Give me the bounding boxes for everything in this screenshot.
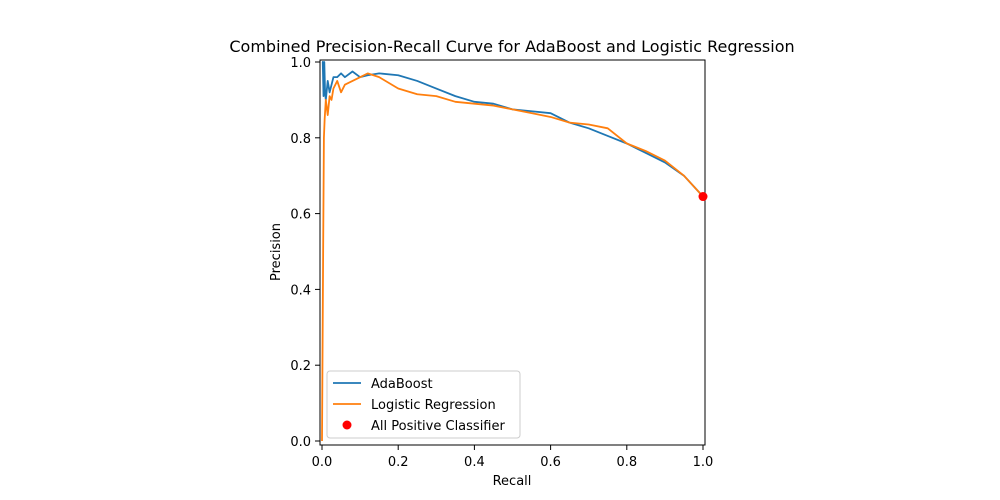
x-axis-label: Recall — [493, 474, 532, 489]
legend-entry-label: Logistic Regression — [371, 398, 496, 413]
y-tick-label: 0.6 — [290, 208, 311, 223]
legend-box — [326, 370, 521, 439]
plot-area-frame — [319, 59, 706, 446]
legend-swatch — [342, 420, 352, 430]
y-tick-label: 0.8 — [290, 132, 311, 147]
y-tick-label: 1.0 — [290, 56, 311, 71]
x-tick-label: 1.0 — [693, 455, 714, 470]
legend-entry-label: AdaBoost — [371, 377, 433, 392]
y-tick-label: 0.0 — [290, 435, 311, 450]
legend-entry-label: All Positive Classifier — [371, 419, 505, 434]
series-line-adaboost — [321, 61, 704, 198]
series-line-logistic-regression — [321, 72, 704, 442]
chart-legend: AdaBoost Logistic Regression All Positive … — [326, 370, 521, 439]
x-tick-label: 0.4 — [464, 455, 485, 470]
y-tick-label: 0.4 — [290, 283, 311, 298]
y-tick-label: 0.2 — [290, 359, 311, 374]
y-axis-label: Precision — [269, 223, 284, 281]
x-tick-label: 0.0 — [312, 455, 333, 470]
x-tick-label: 0.2 — [388, 455, 409, 470]
x-tick-label: 0.8 — [616, 455, 637, 470]
x-tick-label: 0.6 — [540, 455, 561, 470]
scatter-point-all-positive-classifier — [698, 192, 708, 202]
chart-title: Combined Precision-Recall Curve for AdaB… — [229, 37, 794, 56]
